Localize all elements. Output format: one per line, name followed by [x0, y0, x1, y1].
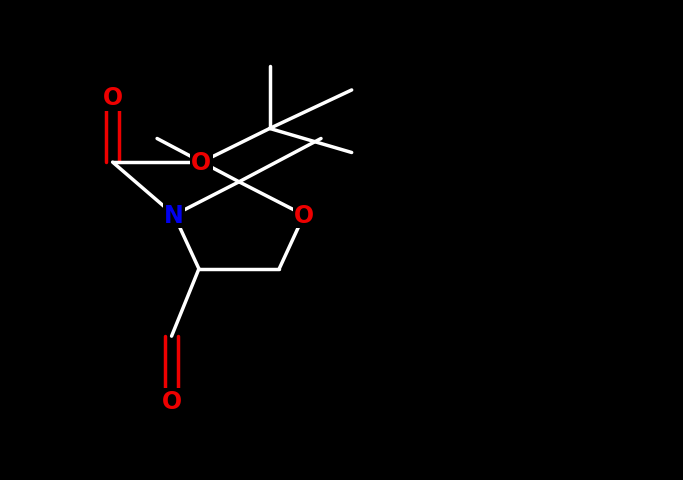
Text: O: O [191, 151, 212, 175]
Text: N: N [164, 204, 184, 228]
Text: O: O [294, 204, 314, 228]
Text: O: O [161, 389, 182, 413]
Text: O: O [102, 86, 123, 110]
